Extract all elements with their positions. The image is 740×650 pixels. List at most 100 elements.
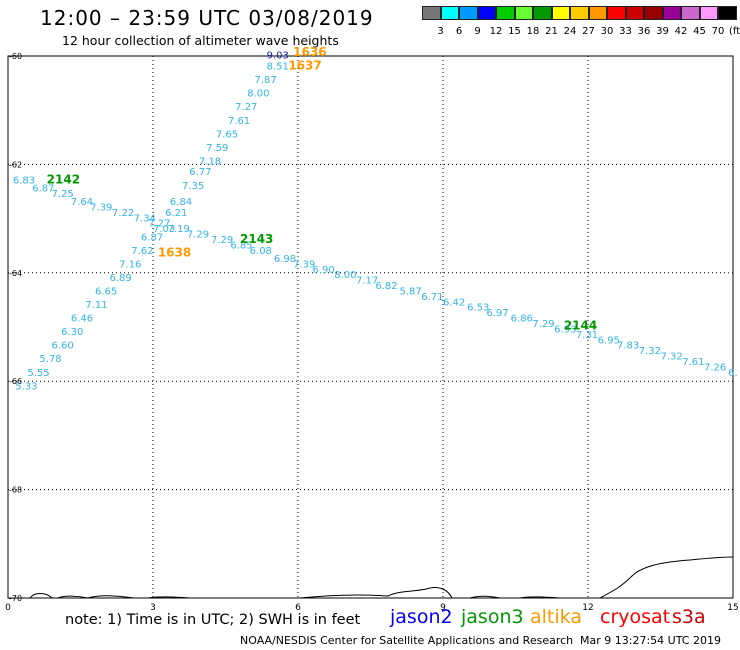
colorbar-label: 21 (545, 26, 558, 37)
swh-label: 7.32 (639, 346, 661, 357)
swh-label: 6.46 (71, 314, 93, 325)
legend-item-jason2: jason2 (390, 606, 453, 628)
pass-number-label: 1636 (293, 45, 326, 59)
swh-label: 6.85 (230, 240, 252, 251)
y-tick-label: -62 (9, 160, 22, 169)
colorbar-label: 6 (455, 26, 463, 37)
swh-label: 7.35 (182, 181, 204, 192)
swh-label: 8.00 (334, 270, 356, 281)
swh-label: 5.78 (39, 354, 61, 365)
swh-label: 7.83 (617, 341, 639, 352)
pass-number-label: 2144 (564, 319, 597, 333)
swh-label: 6.21 (165, 208, 187, 219)
swh-label: 8.51 (267, 62, 289, 73)
pass-number-label: 2142 (47, 172, 80, 186)
page-subtitle: 12 hour collection of altimeter wave hei… (62, 33, 339, 48)
y-tick-label: -66 (9, 377, 22, 386)
swh-label: 7.25 (52, 189, 74, 200)
map-frame (7, 55, 734, 599)
swh-label: 6.97 (487, 308, 509, 319)
swh-label: 6. (728, 368, 738, 379)
pass-number-label: 1638 (158, 246, 191, 260)
colorbar-label: 18 (526, 26, 540, 37)
x-tick-label: 6 (295, 603, 301, 613)
swh-label: 7.61 (682, 357, 704, 368)
swh-label: 7.87 (255, 75, 277, 86)
swh-label: 6.77 (189, 167, 211, 178)
colorbar-swatch (607, 6, 626, 20)
colorbar-swatch (459, 6, 478, 20)
colorbar-label: 15 (508, 26, 521, 37)
colorbar-swatch (496, 6, 515, 20)
colorbar-swatch (662, 6, 681, 20)
colorbar-label: (ft) (728, 26, 740, 37)
colorbar-swatch (588, 6, 607, 20)
swh-label: 7.59 (206, 143, 228, 154)
x-tick-label: 15 (727, 603, 738, 613)
colorbar-label: 3 (437, 26, 444, 37)
swh-label: 5.55 (27, 368, 49, 379)
colorbar-label: 39 (656, 26, 669, 37)
swh-label: 6.53 (467, 303, 489, 314)
swh-label: 6.90 (313, 265, 335, 276)
swh-label: 7.39 (293, 259, 315, 270)
footer-note: note: 1) Time is in UTC; 2) SWH is in fe… (65, 612, 361, 628)
colorbar-label: 42 (674, 26, 688, 37)
swh-label: 7.27 (148, 219, 170, 230)
swh-label: 7.03 (153, 224, 175, 235)
swh-label: 7.64 (71, 197, 93, 208)
swh-label: 6.93 (554, 324, 576, 335)
swh-label: 6.71 (421, 292, 443, 303)
y-tick-label: -68 (9, 486, 22, 495)
swh-label: 6.42 (443, 297, 465, 308)
coastline (29, 556, 734, 599)
page-title: 12:00 – 23:59 UTC 03/08/2019 (40, 6, 374, 30)
swh-label: 7.16 (119, 259, 141, 270)
swh-label: 5.87 (400, 286, 422, 297)
legend-item-cryosat: cryosat (600, 606, 671, 628)
swh-label: 6.82 (375, 281, 397, 292)
swh-label: 7.11 (85, 300, 107, 311)
pass-number-label: 1637 (288, 59, 321, 73)
colorbar-swatch (422, 6, 441, 20)
swh-label: 6.87 (32, 184, 54, 195)
swh-label: 7.61 (228, 116, 250, 127)
swh-label: 6.83 (13, 175, 35, 186)
swh-label: 7.29 (187, 230, 209, 241)
swh-label: 7.39 (90, 202, 112, 213)
colorbar-swatch (551, 6, 570, 20)
colorbar-label: 9 (474, 26, 481, 37)
swh-label: 6.84 (170, 197, 192, 208)
swh-label: 5.33 (15, 381, 37, 392)
credit-text: NOAA/NESDIS Center for Satellite Applica… (240, 634, 574, 647)
swh-label: 6.89 (110, 273, 132, 284)
swh-label: 7.26 (704, 362, 726, 373)
colorbar-label: 24 (563, 26, 577, 37)
swh-label: 6.08 (250, 246, 272, 257)
swh-label: 7.27 (235, 102, 257, 113)
swh-label: 7.17 (356, 276, 378, 287)
swh-label: 7.29 (532, 319, 554, 330)
swh-label: 7.29 (211, 235, 233, 246)
swh-label: 6.95 (598, 335, 620, 346)
colorbar-label: 36 (637, 26, 651, 37)
swh-label: 7.19 (168, 224, 190, 235)
swh-label: 6.65 (95, 286, 117, 297)
swh-label: 7.18 (199, 156, 221, 167)
colorbar-swatch (681, 6, 700, 20)
colorbar-swatch (477, 6, 496, 20)
colorbar-label: 12 (489, 26, 503, 37)
legend-item-s3a: s3a (672, 606, 706, 628)
colorbar-swatch (570, 6, 589, 20)
swh-label: 6.86 (511, 314, 533, 325)
y-tick-label: -70 (9, 594, 22, 603)
colorbar-label: 33 (619, 26, 632, 37)
x-tick-label: 9 (440, 603, 446, 613)
x-tick-label: 3 (150, 603, 156, 613)
swh-label: 6.60 (52, 341, 74, 352)
swh-label: 9.03 (267, 51, 289, 62)
swh-label: 6.98 (274, 254, 296, 265)
x-tick-label: 12 (582, 603, 593, 613)
